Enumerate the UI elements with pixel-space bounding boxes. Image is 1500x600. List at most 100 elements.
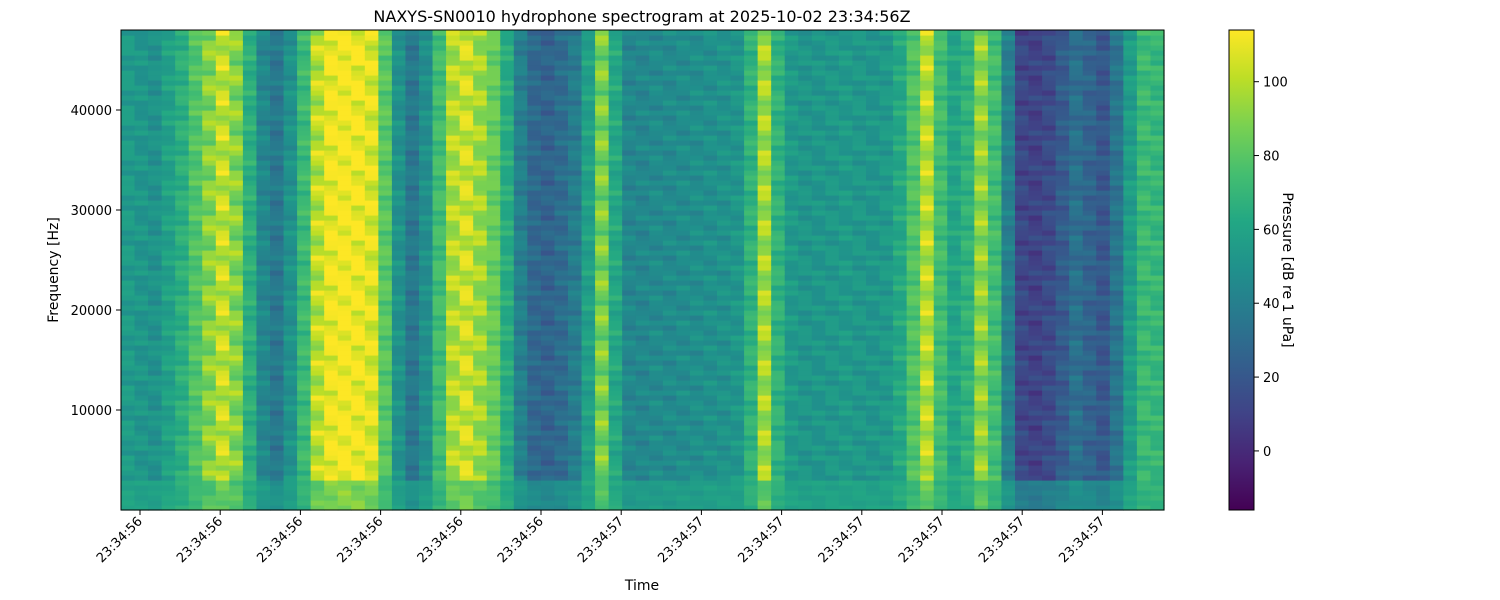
spectrogram-cell xyxy=(432,440,447,446)
spectrogram-cell xyxy=(744,70,759,76)
spectrogram-cell xyxy=(378,420,393,426)
spectrogram-cell xyxy=(229,260,244,266)
spectrogram-cell xyxy=(459,95,474,101)
spectrogram-cell xyxy=(757,35,772,41)
spectrogram-cell xyxy=(703,95,718,101)
spectrogram-cell xyxy=(459,70,474,76)
spectrogram-cell xyxy=(405,180,420,186)
spectrogram-cell xyxy=(419,465,434,471)
spectrogram-cell xyxy=(730,100,745,106)
spectrogram-cell xyxy=(283,220,298,226)
spectrogram-cell xyxy=(811,375,826,381)
spectrogram-cell xyxy=(432,285,447,291)
spectrogram-cell xyxy=(351,305,366,311)
spectrogram-cell xyxy=(649,460,664,466)
spectrogram-cell xyxy=(473,95,488,101)
spectrogram-cell xyxy=(175,255,190,261)
spectrogram-cell xyxy=(825,490,840,496)
spectrogram-cell xyxy=(730,395,745,401)
spectrogram-cell xyxy=(378,415,393,421)
spectrogram-cell xyxy=(486,375,501,381)
spectrogram-cell xyxy=(148,60,163,66)
spectrogram-cell xyxy=(405,430,420,436)
spectrogram-cell xyxy=(500,175,515,181)
spectrogram-cell xyxy=(703,240,718,246)
spectrogram-cell xyxy=(527,435,542,441)
spectrogram-cell xyxy=(568,315,583,321)
spectrogram-cell xyxy=(242,360,258,366)
spectrogram-cell xyxy=(811,70,826,76)
spectrogram-cell xyxy=(229,405,244,411)
spectrogram-cell xyxy=(540,195,556,201)
spectrogram-cell xyxy=(784,180,799,186)
spectrogram-cell xyxy=(337,500,352,506)
spectrogram-cell xyxy=(649,185,664,191)
spectrogram-cell xyxy=(148,195,163,201)
spectrogram-cell xyxy=(513,415,528,421)
spectrogram-cell xyxy=(297,135,312,141)
spectrogram-cell xyxy=(689,100,705,106)
spectrogram-cell xyxy=(608,505,623,511)
spectrogram-cell xyxy=(175,445,190,451)
spectrogram-cell xyxy=(391,225,407,231)
spectrogram-cell xyxy=(649,215,664,221)
spectrogram-cell xyxy=(595,220,610,226)
spectrogram-cell xyxy=(608,430,623,436)
spectrogram-cell xyxy=(703,150,718,156)
spectrogram-cell xyxy=(283,480,298,486)
spectrogram-cell xyxy=(378,160,393,166)
spectrogram-cell xyxy=(798,425,813,431)
spectrogram-cell xyxy=(595,100,610,106)
spectrogram-cell xyxy=(635,55,650,61)
spectrogram-cell xyxy=(717,160,732,166)
spectrogram-cell xyxy=(188,285,203,291)
spectrogram-cell xyxy=(175,195,190,201)
spectrogram-cell xyxy=(473,395,488,401)
spectrogram-cell xyxy=(256,140,271,146)
spectrogram-cell xyxy=(581,100,596,106)
spectrogram-cell xyxy=(581,85,596,91)
spectrogram-cell xyxy=(757,465,772,471)
spectrogram-cell xyxy=(635,215,650,221)
spectrogram-cell xyxy=(188,320,203,326)
spectrogram-cell xyxy=(310,145,325,151)
spectrogram-cell xyxy=(215,395,230,401)
spectrogram-cell xyxy=(351,45,366,51)
spectrogram-cell xyxy=(256,350,271,356)
spectrogram-cell xyxy=(337,255,352,261)
spectrogram-cell xyxy=(581,465,596,471)
spectrogram-cell xyxy=(256,390,271,396)
spectrogram-cell xyxy=(446,135,461,141)
spectrogram-cell xyxy=(568,365,583,371)
spectrogram-cell xyxy=(229,425,244,431)
spectrogram-cell xyxy=(283,340,298,346)
spectrogram-cell xyxy=(649,355,664,361)
spectrogram-cell xyxy=(446,150,461,156)
spectrogram-cell xyxy=(473,130,488,136)
spectrogram-cell xyxy=(351,325,366,331)
spectrogram-cell xyxy=(757,155,772,161)
spectrogram-cell xyxy=(473,325,488,331)
spectrogram-cell xyxy=(703,335,718,341)
spectrogram-cell xyxy=(649,55,664,61)
spectrogram-cell xyxy=(717,485,732,491)
spectrogram-cell xyxy=(703,315,718,321)
spectrogram-cell xyxy=(784,30,799,36)
spectrogram-cell xyxy=(622,390,637,396)
spectrogram-cell xyxy=(297,500,312,506)
spectrogram-cell xyxy=(689,465,705,471)
spectrogram-cell xyxy=(324,170,339,176)
spectrogram-cell xyxy=(757,50,772,56)
spectrogram-cell xyxy=(784,360,799,366)
spectrogram-cell xyxy=(798,390,813,396)
spectrogram-cell xyxy=(608,335,623,341)
spectrogram-cell xyxy=(161,440,176,446)
spectrogram-cell xyxy=(432,80,447,86)
spectrogram-cell xyxy=(473,385,488,391)
spectrogram-cell xyxy=(446,105,461,111)
spectrogram-cell xyxy=(188,40,203,46)
spectrogram-cell xyxy=(229,205,244,211)
spectrogram-cell xyxy=(649,360,664,366)
spectrogram-cell xyxy=(811,300,826,306)
spectrogram-cell xyxy=(188,500,203,506)
